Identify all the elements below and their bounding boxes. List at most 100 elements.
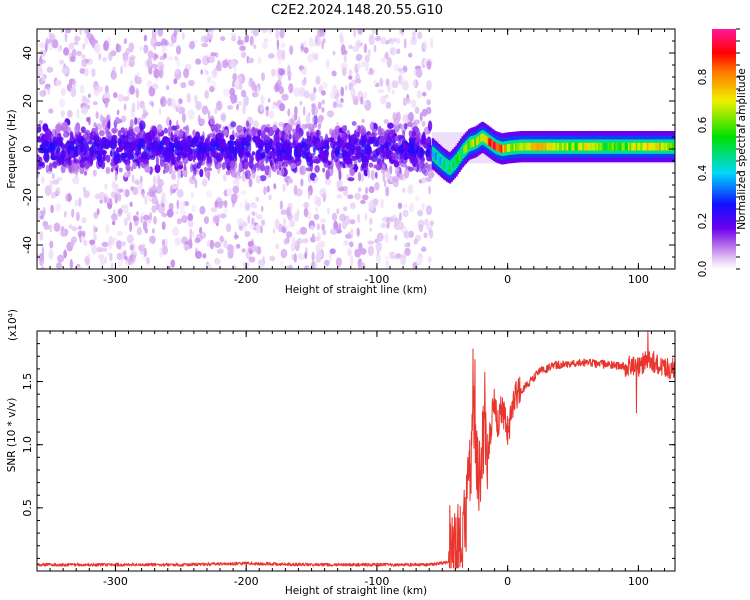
spectrogram-noise-blob bbox=[355, 41, 362, 47]
spectrogram-noise-blob bbox=[155, 200, 159, 211]
spectrogram-noise-blob bbox=[411, 130, 417, 137]
spectrogram-noise-blob bbox=[182, 126, 188, 131]
spectrogram-noise-blob bbox=[104, 183, 108, 190]
spectrogram-track-core bbox=[532, 142, 535, 151]
spectrogram-noise-blob bbox=[417, 219, 425, 228]
spectrogram-noise-blob bbox=[191, 204, 196, 213]
snr-x-axis-label: Height of straight line (km) bbox=[285, 585, 427, 597]
spectrogram-noise-blob bbox=[275, 29, 280, 40]
spectrogram-track-core bbox=[433, 151, 436, 160]
spectrogram-noise-blob bbox=[372, 128, 377, 133]
spectrogram-noise-blob bbox=[170, 259, 176, 268]
spectrogram-noise-blob bbox=[66, 163, 70, 169]
snr-series-line bbox=[37, 331, 675, 569]
spectrogram-noise-blob bbox=[361, 262, 366, 269]
spectrogram-track-core bbox=[435, 152, 438, 161]
spectrogram-noise-blob bbox=[386, 85, 392, 91]
spectrogram-noise-blob bbox=[260, 205, 264, 213]
colorbar-label: Normalized spectral amplitude bbox=[736, 68, 748, 229]
spectrogram-noise-blob bbox=[252, 203, 258, 209]
spectrogram-track-core bbox=[670, 142, 673, 151]
spectrogram-noise-blob bbox=[207, 76, 212, 83]
spectrogram-noise-blob bbox=[56, 148, 59, 156]
spectrogram-noise-blob bbox=[343, 54, 347, 63]
spectrogram-track-core bbox=[504, 144, 507, 153]
spectrogram-noise-blob bbox=[230, 160, 238, 171]
spectrogram-noise-blob bbox=[157, 29, 164, 37]
spectrogram-noise-blob bbox=[386, 56, 392, 68]
spectrogram-noise-blob bbox=[124, 261, 129, 267]
spectrogram-noise-blob bbox=[125, 162, 131, 172]
spectrogram-noise-blob bbox=[386, 224, 390, 229]
spectrogram-track-core bbox=[668, 142, 671, 151]
spectrogram-noise-blob bbox=[93, 224, 96, 235]
spectrogram-noise-blob bbox=[63, 131, 70, 138]
spectrogram-noise-blob bbox=[263, 127, 270, 133]
spectrogram-noise-blob bbox=[389, 38, 395, 45]
spectrogram-noise-blob bbox=[148, 86, 156, 97]
spectrogram-track-core bbox=[607, 142, 610, 151]
spectrogram-noise-blob bbox=[376, 147, 382, 153]
spectrogram-noise-blob bbox=[426, 99, 431, 106]
spectrogram-noise-blob bbox=[367, 167, 371, 179]
spectrogram-noise-blob bbox=[316, 223, 321, 231]
spectrogram-noise-blob bbox=[169, 145, 174, 151]
spectrogram-noise-blob bbox=[240, 51, 247, 59]
spectrogram-noise-blob bbox=[196, 104, 200, 110]
y-tick-label: 20 bbox=[21, 94, 34, 108]
spectrogram-noise-blob bbox=[375, 253, 382, 264]
spectrogram-track-core bbox=[638, 142, 642, 151]
spectrogram-noise-blob bbox=[288, 75, 291, 81]
spectrogram-noise-blob bbox=[311, 116, 315, 124]
spectrogram-noise-blob bbox=[110, 138, 118, 145]
spectrogram-noise-blob bbox=[264, 143, 268, 150]
spectrogram-noise-blob bbox=[423, 169, 429, 177]
spectrogram-noise-blob bbox=[417, 209, 424, 217]
spectrogram-noise-blob bbox=[161, 192, 167, 202]
spectrogram-noise-blob bbox=[276, 49, 284, 60]
spectrogram-noise-blob bbox=[336, 121, 339, 127]
spectrogram-noise-blob bbox=[124, 137, 128, 142]
spectrogram-noise-blob bbox=[183, 243, 190, 251]
spectrogram-track-core bbox=[533, 142, 536, 151]
spectrogram-noise-blob bbox=[194, 178, 198, 189]
spectrogram-noise-blob bbox=[270, 151, 276, 159]
spectrogram-noise-blob bbox=[60, 159, 67, 167]
spectrogram-noise-blob bbox=[163, 200, 168, 206]
spectrogram-track-core bbox=[554, 142, 557, 151]
spectrogram-noise-blob bbox=[315, 207, 318, 213]
spectrogram-noise-blob bbox=[92, 169, 97, 177]
spectrogram-noise-blob bbox=[357, 171, 362, 182]
spectrogram-track-core bbox=[480, 133, 483, 142]
spectrogram-noise-blob bbox=[251, 151, 256, 156]
spectrogram-noise-blob bbox=[367, 245, 374, 257]
spectrogram-noise-blob bbox=[61, 121, 69, 133]
spectrogram-track-core bbox=[549, 142, 552, 151]
spectrogram-noise-blob bbox=[426, 106, 432, 115]
spectrogram-noise-blob bbox=[241, 248, 246, 253]
spectrogram-track-core bbox=[612, 142, 615, 151]
spectrogram-noise-blob bbox=[424, 162, 429, 169]
colorbar-tick-label: 0.8 bbox=[697, 69, 709, 86]
spectrogram-noise-blob bbox=[162, 52, 168, 59]
spectrogram-track-core bbox=[526, 142, 529, 151]
spectrogram-noise-blob bbox=[397, 67, 403, 72]
spectrogram-track-core bbox=[524, 142, 527, 151]
spectrogram-noise-blob bbox=[394, 255, 401, 260]
spectrogram-noise-blob bbox=[377, 128, 385, 136]
spectrogram-noise-blob bbox=[123, 103, 127, 111]
spectrogram-track-core bbox=[571, 142, 574, 151]
spectrogram-noise-blob bbox=[65, 29, 71, 34]
spectrogram-noise-blob bbox=[385, 141, 389, 146]
spectrogram-track-core bbox=[573, 142, 576, 151]
spectrogram-noise-blob bbox=[129, 85, 136, 95]
spectrogram-noise-blob bbox=[408, 202, 415, 213]
spectrogram-noise-blob bbox=[96, 247, 103, 253]
spectrogram-track-core bbox=[507, 144, 510, 152]
spectrogram-track-core bbox=[643, 142, 646, 151]
spectrogram-noise-blob bbox=[391, 152, 397, 161]
spectrogram-noise-blob bbox=[285, 124, 293, 133]
spectrogram-noise-blob bbox=[398, 135, 405, 142]
spectrogram-noise-blob bbox=[78, 225, 82, 230]
spectrogram-noise-blob bbox=[236, 103, 239, 111]
